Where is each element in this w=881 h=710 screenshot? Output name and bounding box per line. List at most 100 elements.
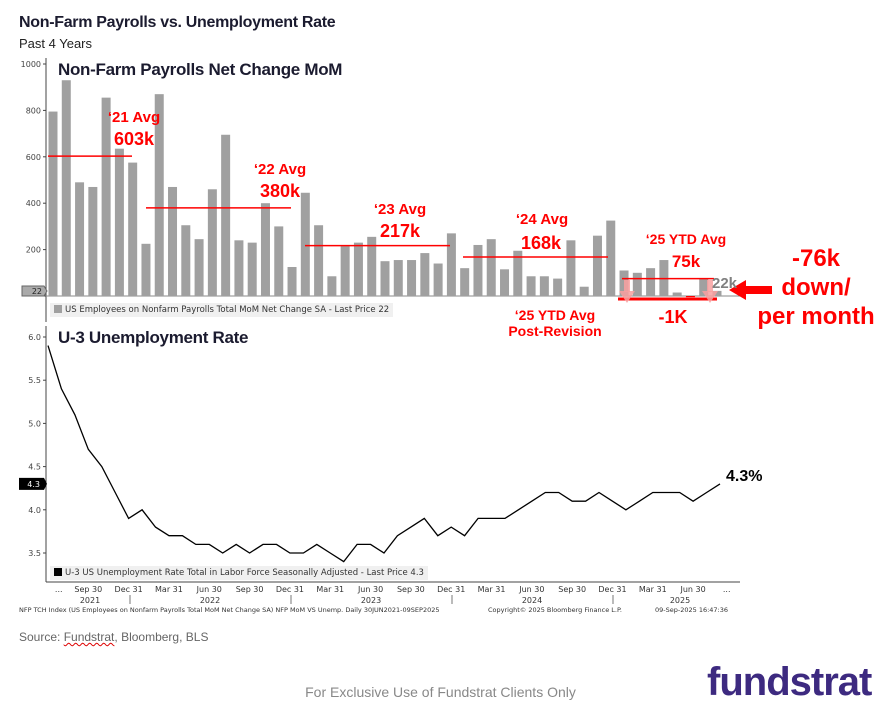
avg-22-label: ‘22 Avg bbox=[253, 161, 307, 178]
legend-text: U-3 US Unemployment Rate Total in Labor … bbox=[65, 568, 424, 578]
x-tick-label: Mar 31 bbox=[155, 585, 183, 594]
x-tick-label: Jun 30 bbox=[357, 585, 383, 594]
bar bbox=[566, 240, 576, 296]
x-tick-label: Jun 30 bbox=[196, 585, 222, 594]
bar bbox=[154, 94, 164, 296]
source-prefix: Source: bbox=[19, 630, 64, 644]
y-tick-label: 200 bbox=[26, 246, 41, 255]
bar bbox=[632, 272, 642, 296]
x-tick-label: Jun 30 bbox=[518, 585, 544, 594]
avg-25-value: 75k bbox=[671, 252, 701, 271]
bar bbox=[526, 276, 536, 296]
bar bbox=[207, 189, 217, 296]
avg-25-label: ‘25 YTD Avg bbox=[645, 231, 727, 247]
avg-21-label: ‘21 Avg bbox=[107, 109, 161, 126]
y-tick-label: 1000 bbox=[21, 60, 41, 69]
revision-value: -1K bbox=[658, 307, 688, 327]
bar bbox=[221, 134, 231, 296]
bar bbox=[513, 250, 523, 296]
bar bbox=[579, 286, 589, 296]
bar bbox=[553, 278, 563, 296]
bar bbox=[473, 244, 483, 296]
callout-line3: per month bbox=[757, 303, 875, 330]
payrolls-bars bbox=[48, 80, 722, 298]
x-year-label: 2022 bbox=[200, 596, 220, 605]
bar bbox=[260, 203, 270, 296]
bar bbox=[287, 267, 297, 296]
footer-copyright: Copyright© 2025 Bloomberg Finance L.P. bbox=[488, 606, 622, 614]
bar bbox=[685, 296, 695, 298]
bar bbox=[699, 278, 709, 296]
x-tick-label: Mar 31 bbox=[316, 585, 344, 594]
y-tick-label: 400 bbox=[26, 199, 41, 208]
x-tick-label: Sep 30 bbox=[236, 585, 264, 594]
bar bbox=[500, 269, 510, 296]
bar bbox=[128, 162, 138, 296]
unemployment-series bbox=[47, 345, 721, 563]
bar bbox=[234, 240, 244, 296]
last-price-tag-label: 22 bbox=[32, 287, 42, 296]
x-tick-label: Sep 30 bbox=[397, 585, 425, 594]
x-tick-label: Dec 31 bbox=[437, 585, 465, 594]
y-tick-label: 5.5 bbox=[28, 376, 41, 385]
bar bbox=[340, 246, 350, 296]
bar bbox=[141, 243, 151, 296]
avg-21-value: 603k bbox=[113, 129, 155, 149]
source-rest: , Bloomberg, BLS bbox=[114, 630, 209, 644]
unemployment-y-axis: 3.5 4.0 4.5 5.0 5.5 6.0 4.3 bbox=[19, 326, 47, 582]
page-title: Non-Farm Payrolls vs. Unemployment Rate bbox=[19, 14, 336, 31]
bar bbox=[314, 225, 324, 296]
source-brand: Fundstrat bbox=[63, 630, 115, 644]
unemployment-line bbox=[47, 345, 721, 563]
x-tick-label: Jun 30 bbox=[680, 585, 706, 594]
bar bbox=[646, 268, 656, 296]
legend-text: US Employees on Nonfarm Payrolls Total M… bbox=[65, 305, 390, 315]
bar bbox=[486, 239, 496, 296]
y-tick-label: 600 bbox=[26, 153, 41, 162]
x-tick-label: Dec 31 bbox=[115, 585, 143, 594]
last-value-label: 22k bbox=[712, 275, 738, 292]
legend-swatch bbox=[54, 305, 62, 313]
bar bbox=[592, 235, 602, 296]
x-tick-label: ... bbox=[723, 585, 731, 594]
x-year-label: 2023 bbox=[361, 596, 381, 605]
fundstrat-logo: fundstrat bbox=[707, 660, 872, 704]
bar bbox=[168, 186, 178, 296]
x-tick-label: Sep 30 bbox=[74, 585, 102, 594]
bar bbox=[606, 220, 616, 296]
unemployment-end-label: 4.3% bbox=[726, 468, 763, 485]
avg-22-value: 380k bbox=[259, 181, 301, 201]
down-arrow-shaft bbox=[624, 280, 630, 292]
unemployment-legend: U-3 US Unemployment Rate Total in Labor … bbox=[50, 566, 428, 580]
revision-label-1: ‘25 YTD Avg bbox=[514, 307, 596, 323]
bar bbox=[672, 292, 682, 296]
bar bbox=[101, 97, 111, 296]
y-tick-label: 6.0 bbox=[28, 333, 41, 342]
avg-23-value: 217k bbox=[379, 221, 421, 241]
x-tick-label: Mar 31 bbox=[639, 585, 667, 594]
x-year-label: 2025 bbox=[670, 596, 690, 605]
y-tick-label: 4.5 bbox=[28, 463, 41, 472]
x-year-label: 2024 bbox=[522, 596, 542, 605]
footer-timestamp: 09-Sep-2025 16:47:36 bbox=[655, 606, 729, 614]
bar bbox=[181, 225, 191, 296]
bar bbox=[327, 276, 337, 296]
bar bbox=[274, 226, 284, 296]
x-tick-label: Mar 31 bbox=[478, 585, 506, 594]
bar bbox=[433, 263, 443, 296]
avg-24-label: ‘24 Avg bbox=[515, 211, 569, 228]
callout-line1: -76k bbox=[791, 245, 841, 272]
x-year-label: 2021 bbox=[80, 596, 100, 605]
bar bbox=[393, 260, 403, 296]
avg-23-label: ‘23 Avg bbox=[373, 201, 427, 218]
bar bbox=[114, 148, 124, 296]
bar bbox=[407, 260, 417, 296]
payrolls-chart-title: Non-Farm Payrolls Net Change MoM bbox=[58, 60, 343, 79]
down-arrow-icon bbox=[702, 291, 718, 303]
x-tick-label: ... bbox=[55, 585, 63, 594]
bar bbox=[367, 236, 377, 296]
x-axis: ... Sep 30 Dec 31 Mar 31 Jun 30 Sep 30 Dec 31 M… bbox=[46, 581, 740, 605]
bar bbox=[446, 233, 456, 296]
avg-24-value: 168k bbox=[520, 233, 562, 253]
y-tick-label: 4.0 bbox=[28, 506, 41, 515]
